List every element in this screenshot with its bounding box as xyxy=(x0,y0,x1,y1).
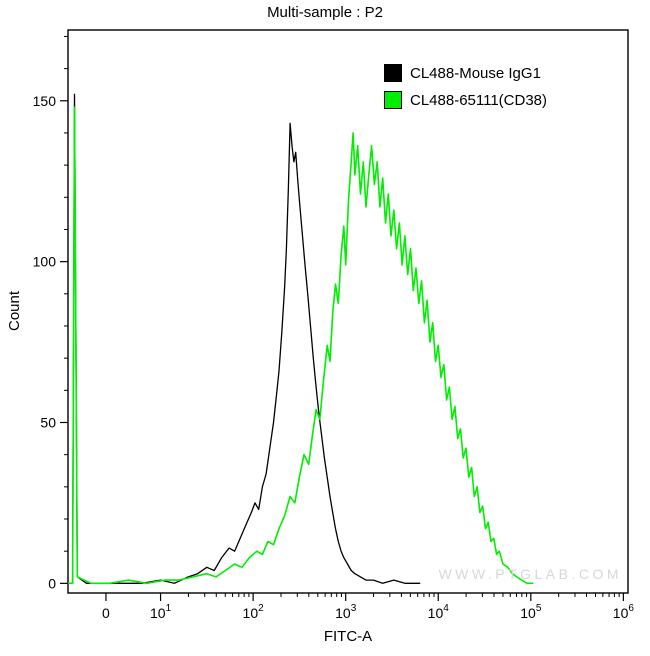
x-tick-label: 101 xyxy=(150,603,172,621)
plot-frame xyxy=(67,29,629,594)
legend-label-cd38: CL488-65111(CD38) xyxy=(410,91,548,109)
legend: CL488-Mouse IgG1 CL488-65111(CD38) xyxy=(384,64,547,109)
y-tick-label: 150 xyxy=(33,93,57,109)
legend-swatch-green xyxy=(384,91,402,109)
x-tick-label: 0 xyxy=(102,605,110,621)
x-tick-label: 103 xyxy=(335,603,357,621)
x-tick-label: 105 xyxy=(520,603,542,621)
legend-swatch-black xyxy=(384,64,402,82)
legend-label-isotype: CL488-Mouse IgG1 xyxy=(410,64,541,82)
y-tick-label: 50 xyxy=(40,414,56,430)
y-axis-label: Count xyxy=(6,290,23,332)
chart-title: Multi-sample : P2 xyxy=(267,4,383,21)
isotype-control-curve xyxy=(68,93,421,584)
legend-item-isotype: CL488-Mouse IgG1 xyxy=(384,64,547,82)
x-tick-label: 104 xyxy=(428,603,450,621)
y-tick-label: 100 xyxy=(33,254,57,270)
legend-item-cd38: CL488-65111(CD38) xyxy=(384,91,547,109)
cd38-curve xyxy=(68,106,534,585)
x-axis-label: FITC-A xyxy=(323,628,373,645)
y-tick-label: 0 xyxy=(48,575,56,591)
watermark: WWW.PTGLAB.COM xyxy=(438,566,622,582)
x-tick-label: 106 xyxy=(613,603,635,621)
x-tick-label: 102 xyxy=(243,603,265,621)
